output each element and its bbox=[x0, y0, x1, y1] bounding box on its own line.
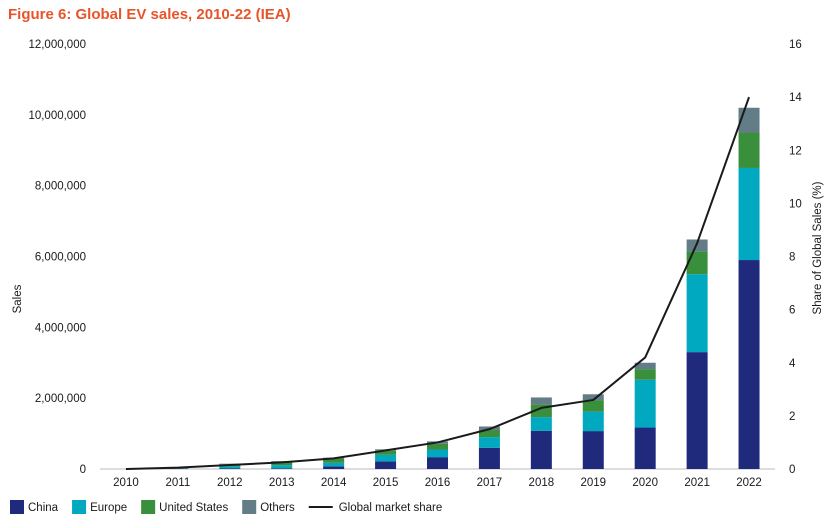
x-tick-label: 2011 bbox=[166, 477, 191, 489]
y-tick-label-right: 14 bbox=[789, 92, 802, 104]
line-global-market-share bbox=[125, 96, 750, 470]
legend-label-europe: Europe bbox=[90, 502, 127, 514]
legend-swatch-others bbox=[242, 500, 257, 514]
x-tick-label: 2016 bbox=[425, 477, 451, 489]
legend-label-china: China bbox=[28, 502, 59, 514]
y-tick-label-right: 10 bbox=[789, 198, 802, 210]
bar-united-states bbox=[582, 400, 604, 412]
bar-china bbox=[686, 352, 708, 469]
bar-europe bbox=[530, 417, 552, 431]
x-axis: 2010 2011 2012 2013 2014 2015 2016 2017 2018 2019… bbox=[113, 477, 762, 489]
bar-china bbox=[478, 447, 500, 469]
x-tick-label: 2014 bbox=[321, 477, 347, 489]
x-tick-label: 2020 bbox=[632, 477, 658, 489]
x-tick-label: 2022 bbox=[736, 477, 762, 489]
y-tick-label-right: 8 bbox=[789, 252, 795, 264]
bar-others bbox=[530, 397, 552, 405]
legend-label-others: Others bbox=[260, 502, 295, 514]
bar-china bbox=[271, 468, 293, 469]
legend-swatch-china bbox=[10, 500, 24, 514]
bar-europe bbox=[375, 454, 397, 462]
bar-europe bbox=[427, 449, 448, 458]
y-tick-label-left: 6,000,000 bbox=[35, 252, 86, 264]
bar-china bbox=[582, 431, 604, 469]
y-axis-right: 16 14 12 10 8 6 4 2 0 bbox=[789, 39, 802, 476]
legend-swatch-united-states bbox=[141, 500, 156, 514]
x-tick-label: 2017 bbox=[477, 477, 503, 489]
bar-europe bbox=[686, 274, 708, 353]
bar-united-states bbox=[323, 458, 345, 463]
y-axis-title-right: Share of Global Sales (%) bbox=[812, 181, 824, 314]
bar-united-states bbox=[686, 251, 708, 275]
y-tick-label-right: 12 bbox=[789, 145, 802, 157]
bar-united-states bbox=[271, 461, 293, 466]
bar-others bbox=[582, 394, 604, 401]
y-axis-left: 12,000,000 10,000,000 8,000,000 6,000,000 4,… bbox=[28, 39, 86, 476]
y-tick-label-left: 10,000,000 bbox=[28, 110, 86, 122]
y-tick-label-left: 0 bbox=[80, 464, 86, 476]
y-tick-label-right: 16 bbox=[789, 39, 802, 51]
bar-united-states bbox=[427, 443, 448, 450]
chart-title: Figure 6: Global EV sales, 2010-22 (IEA) bbox=[8, 6, 291, 23]
x-tick-label: 2013 bbox=[269, 477, 295, 489]
legend-swatch-europe bbox=[72, 500, 87, 514]
y-tick-label-right: 4 bbox=[789, 358, 796, 370]
bar-china bbox=[738, 260, 760, 469]
bar-europe bbox=[582, 411, 604, 432]
x-tick-label: 2021 bbox=[684, 477, 710, 489]
x-tick-label: 2018 bbox=[529, 477, 555, 489]
bars-group bbox=[167, 107, 760, 469]
bar-europe bbox=[478, 437, 500, 448]
bar-europe bbox=[323, 462, 345, 467]
y-tick-label-left: 4,000,000 bbox=[35, 322, 86, 334]
legend-label-united-states: United States bbox=[159, 502, 228, 514]
bar-united-states bbox=[738, 132, 760, 168]
bar-europe bbox=[219, 466, 241, 469]
bar-europe bbox=[271, 465, 293, 469]
y-tick-label-left: 12,000,000 bbox=[28, 39, 86, 51]
y-axis-title-left: Sales bbox=[12, 284, 24, 313]
bar-china bbox=[634, 427, 656, 469]
bar-united-states bbox=[478, 430, 500, 438]
bar-united-states bbox=[634, 369, 656, 380]
y-tick-label-right: 6 bbox=[789, 305, 795, 317]
x-tick-label: 2012 bbox=[217, 477, 243, 489]
y-tick-label-left: 2,000,000 bbox=[35, 393, 86, 405]
line-group bbox=[125, 96, 750, 470]
x-tick-label: 2019 bbox=[580, 477, 606, 489]
bar-europe bbox=[738, 167, 760, 261]
legend-label-global-market-share: Global market share bbox=[339, 502, 443, 514]
bar-others bbox=[634, 362, 656, 370]
y-tick-label-right: 0 bbox=[789, 464, 795, 476]
bar-united-states bbox=[375, 450, 397, 455]
bar-china bbox=[427, 457, 448, 469]
x-tick-label: 2010 bbox=[113, 477, 139, 489]
y-tick-label-right: 2 bbox=[789, 411, 795, 423]
bar-china bbox=[530, 430, 552, 469]
bar-others bbox=[219, 463, 241, 465]
bar-china bbox=[219, 468, 241, 469]
legend: China Europe United States Others Global mar… bbox=[10, 500, 442, 514]
bar-europe bbox=[634, 379, 656, 428]
bar-china bbox=[323, 466, 345, 469]
x-tick-label: 2015 bbox=[373, 477, 399, 489]
bar-china bbox=[375, 461, 397, 469]
y-tick-label-left: 8,000,000 bbox=[35, 181, 86, 193]
